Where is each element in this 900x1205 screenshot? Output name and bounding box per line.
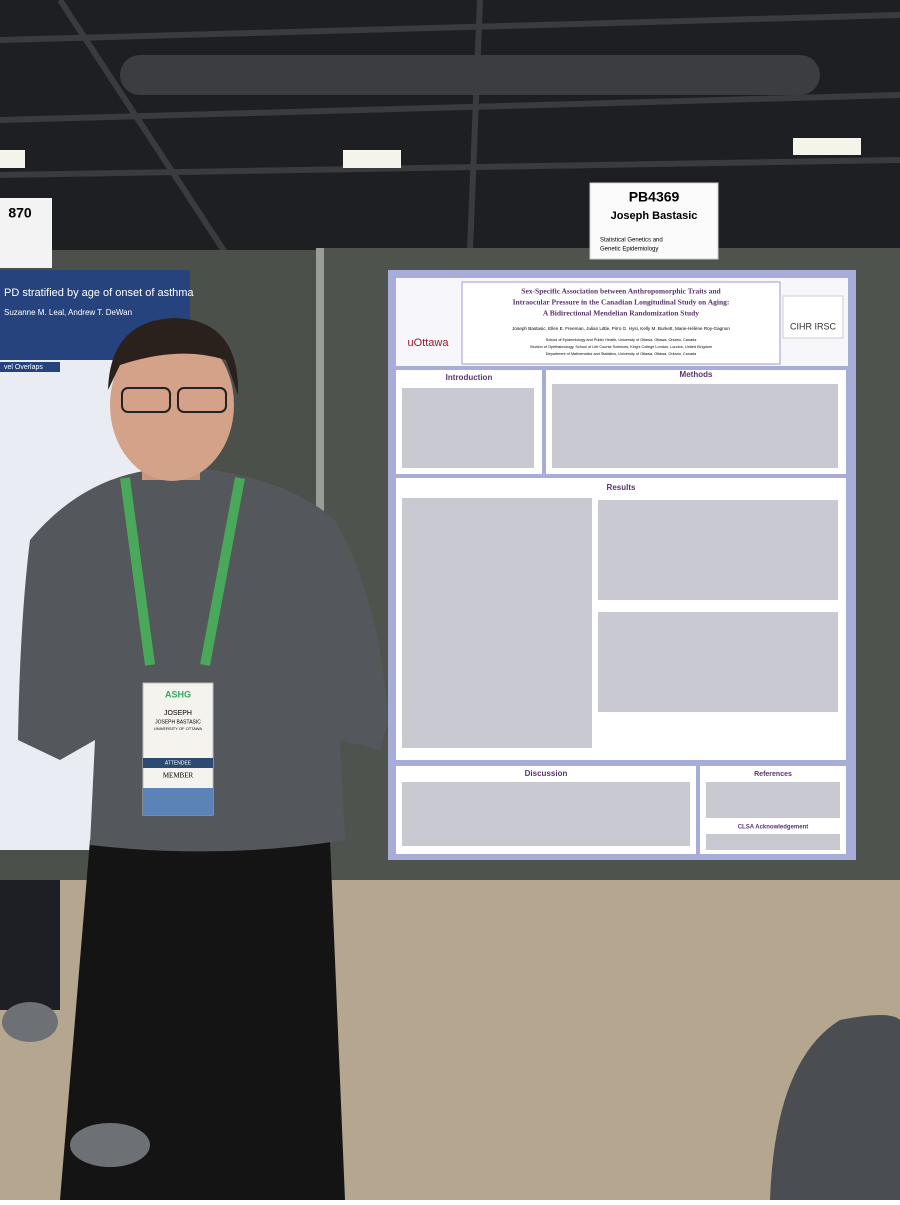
glasses [121,387,171,413]
hair [108,318,239,395]
poster-affiliation: School of Epidemiology and Public Health… [546,338,698,342]
ceiling-light [0,150,25,168]
section-title: Methods [680,370,713,379]
bystander [0,880,60,1010]
sign-subtitle: Genetic Epidemiology [600,247,658,253]
ceiling-light [343,150,401,168]
badge-member: MEMBER [163,772,194,780]
sign [589,182,719,260]
badge-name: JOSEPH BASTASIC [155,719,201,725]
section-title: Discussion [525,769,568,778]
badge-first-name: JOSEPH [164,710,192,717]
sign [0,198,52,268]
trousers [60,840,345,1200]
duct [120,55,820,95]
logo: CIHR IRSC [790,321,837,331]
title-box [461,281,781,365]
backpack [770,1015,900,1200]
section-title: References [754,771,792,778]
poster-authors: Joseph Bastasic, Ellen E. Freeman, Julia… [512,326,730,331]
section-title: Results [607,483,636,492]
section-title: Introduction [446,373,493,382]
section-title: CLSA Acknowledgement [738,825,809,831]
badge-band [143,758,213,768]
poster-authors: Suzanne M. Leal, Andrew T. DeWan [4,308,132,317]
badge-org: ASHG [165,689,191,699]
section-header [0,362,60,372]
shoe [2,1002,58,1042]
ceiling-light [793,138,861,155]
sign-subtitle: Statistical Genetics and [600,238,663,244]
sign-number: PB4369 [629,189,680,205]
poster-title: PD stratified by age of onset of asthma [4,287,194,299]
logo-box [782,295,844,339]
sign-number: 870 [8,205,32,221]
ceiling-beams [0,0,900,262]
poster-affiliation: Department of Mathematics and Statistics… [546,352,697,356]
poster-title: Intraocular Pressure in the Canadian Lon… [513,298,730,307]
badge-ribbon [143,788,213,815]
lanyard [120,477,245,666]
shoe [70,1123,150,1167]
poster-affiliation: Section of Ophthalmology, School of Life… [530,345,712,349]
logo: uOttawa [408,337,450,349]
badge-role: ATTENDEE [165,760,192,766]
section-title: vel Overlaps [4,364,43,371]
text-lines [402,384,840,850]
sign-name: Joseph Bastasic [611,210,698,222]
poster-title: A Bidirectional Mendelian Randomization … [543,309,699,318]
glasses [177,387,227,413]
badge-affiliation: UNIVERSITY OF OTTAWA [154,726,203,731]
ceiling [0,0,900,260]
head [110,329,234,481]
poster-title: Sex-Specific Association between Anthrop… [521,287,721,296]
